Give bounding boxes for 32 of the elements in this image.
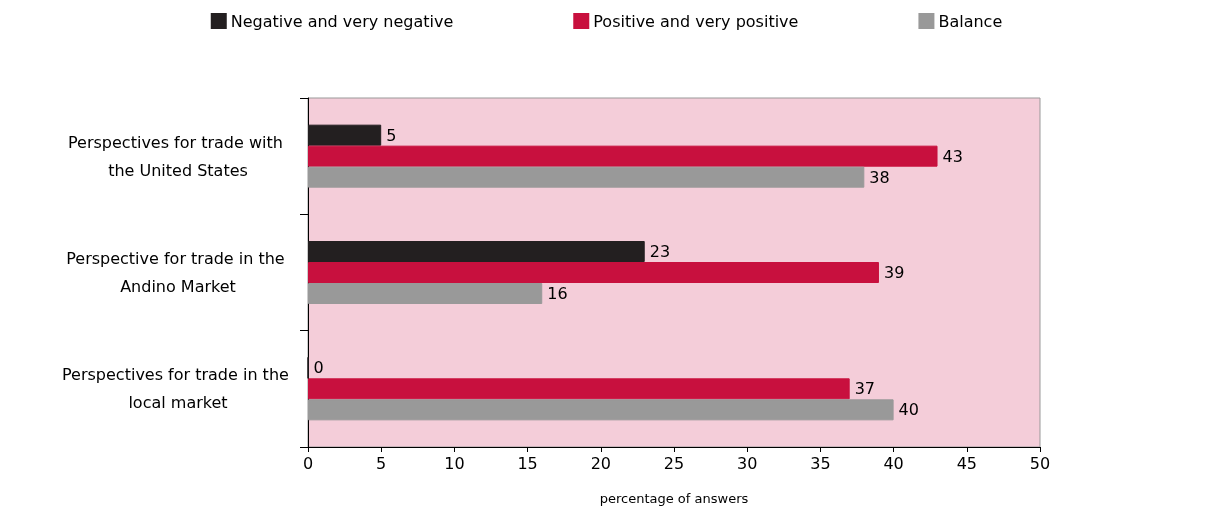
x-tick-label: 0 — [302, 453, 314, 473]
x-tick-label: 15 — [517, 453, 538, 473]
data-label: 5 — [386, 125, 397, 145]
data-label: 38 — [869, 167, 890, 187]
x-tick-label: 50 — [1029, 453, 1051, 473]
x-tick-label: 5 — [376, 453, 387, 473]
x-tick-label: 10 — [444, 453, 465, 473]
data-label: 40 — [898, 400, 919, 420]
x-tick-label: 25 — [663, 453, 685, 473]
bar — [308, 262, 879, 283]
data-label: 0 — [313, 358, 324, 378]
bar — [308, 145, 938, 167]
bar — [308, 241, 645, 262]
legend-label: Positive and very positive — [593, 11, 799, 31]
data-label: 43 — [942, 146, 963, 166]
x-tick-label: 20 — [590, 453, 611, 473]
y-tick-label: Perspective for trade in the Andino Market — [66, 249, 290, 296]
legend-label: Negative and very negative — [230, 11, 454, 31]
data-label: 16 — [547, 284, 568, 303]
legend-label: Balance — [938, 11, 1003, 31]
x-tick-label: 40 — [883, 453, 904, 473]
bar — [308, 378, 850, 400]
y-tick-label: Perspectives for trade with the United States — [68, 132, 288, 180]
x-tick-label: 35 — [810, 453, 831, 473]
data-label: 37 — [854, 379, 876, 399]
x-axis-title: percentage of answers — [599, 491, 749, 506]
data-label: 39 — [883, 263, 905, 282]
x-tick-label: 45 — [956, 453, 977, 473]
y-tick-label: Perspectives for trade in the local market — [62, 365, 294, 413]
data-label: 23 — [649, 242, 671, 261]
bar — [308, 124, 382, 146]
x-tick-label: 30 — [737, 453, 758, 473]
